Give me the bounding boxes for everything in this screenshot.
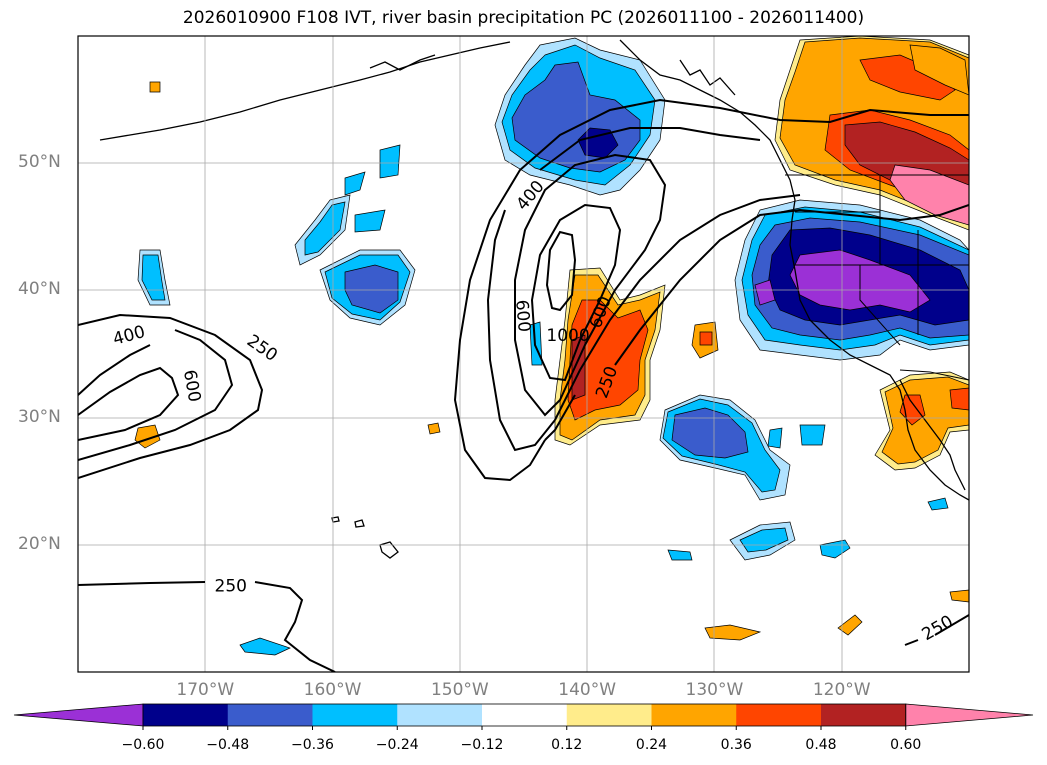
map-frame [77,35,970,673]
contour-label: 1000 [546,326,589,346]
ivt-contour-400 [539,127,761,171]
lon-label: 130°W [685,680,744,700]
precip-positive-region [949,387,969,411]
precip-positive-region [704,624,762,641]
precip-negative-region [354,209,386,233]
precip-positive-region [889,164,969,226]
coastline [899,379,966,491]
precip-positive-region [949,589,969,603]
precip-negative-region [379,144,401,179]
ivt-contour-600 [78,366,180,441]
state-border [859,265,901,346]
precip-positive-region [837,614,863,636]
colorbar-tick-label: −0.24 [375,737,419,753]
lon-label: 160°W [303,680,362,700]
precip-fill-layer [134,36,969,656]
ivt-contour-250 [78,313,264,479]
colorbar-tick-label: 0.60 [890,737,922,753]
colorbar-segment [312,704,398,726]
graticule [78,36,969,672]
colorbar-segment [736,704,822,726]
colorbar-tick-label: −0.48 [206,737,250,753]
precip-positive-region [427,422,441,435]
ivt-contour-250-se [904,639,919,646]
lon-label: 120°W [812,680,871,700]
precip-negative-region [767,427,783,449]
colorbar [13,703,1034,730]
lat-label: 20°N [18,533,61,554]
colorbar-tick-label: −0.36 [291,737,334,753]
colorbar-tick-label: −0.60 [121,737,165,753]
colorbar-tick-label: 0.36 [720,737,752,753]
ivt-contour-1000-inner [545,230,577,312]
lat-label: 50°N [18,152,61,173]
colorbar-segment [821,704,907,726]
precip-negative-region [239,637,291,656]
precip-positive-region [149,81,161,93]
ivt-contour-400b [78,329,234,461]
lat-label: 30°N [18,406,61,427]
ivt-contour-400 [78,344,151,396]
precip-negative-region [739,527,789,553]
coastline [99,41,511,141]
colorbar-segment [651,704,737,726]
ivt-contour-250-south [78,581,206,586]
figure-title: 2026010900 F108 IVT, river basin precipi… [182,8,865,28]
colorbar-outline [142,703,907,727]
precip-negative-region [927,497,949,511]
lon-label: 150°W [430,680,489,700]
contour-label: 600 [511,299,534,333]
colorbar-segment [566,704,652,726]
precip-negative-region [344,171,366,196]
coastline [354,519,365,528]
ivt-contour-600 [514,153,667,417]
lon-label: 140°W [558,680,617,700]
colorbar-tick-label: 0.48 [805,737,837,753]
ivt-contour-1000 [530,203,622,382]
colorbar-extend-high [905,703,1034,727]
precip-negative-region [304,201,346,256]
colorbar-tick-label: 0.24 [635,737,668,753]
coastline [369,54,436,71]
coastline-layer [99,39,969,559]
precip-negative-region [754,279,776,306]
ivt-contour-250-south [254,581,336,672]
colorbar-segment [482,704,568,726]
precip-positive-region [909,44,969,96]
colorbar-segment [397,704,483,726]
precip-negative-region [667,549,693,561]
precip-negative-region [671,407,749,459]
us-mexico-border [899,369,969,381]
ivt-contour-250-main [544,394,576,441]
colorbar-extend-low [13,703,144,727]
ivt-contour-250-main [453,98,969,482]
precip-negative-region [799,424,826,446]
colorbar-tick-label: 0.12 [551,737,583,753]
ivt-contour-250-main [614,204,969,366]
precip-positive-region [699,331,713,346]
ivt-contour-layer [78,98,969,672]
precip-negative-region [344,264,399,314]
coastline [679,59,736,96]
lat-label: 40°N [18,279,61,300]
colorbar-segment [227,704,313,726]
precip-negative-region [819,539,851,559]
colorbar-tick-label: −0.12 [460,737,504,753]
colorbar-segment [143,704,229,726]
ivt-contour-400 [486,209,556,452]
coastline [379,541,399,559]
contour-label: 250 [215,577,247,597]
coastline [619,39,969,501]
precip-negative-region [141,254,166,301]
ivt-contour-400 [554,194,801,421]
precip-positive-region [859,54,956,101]
ivt-contour-250-se [934,614,969,636]
lon-label: 170°W [176,680,235,700]
